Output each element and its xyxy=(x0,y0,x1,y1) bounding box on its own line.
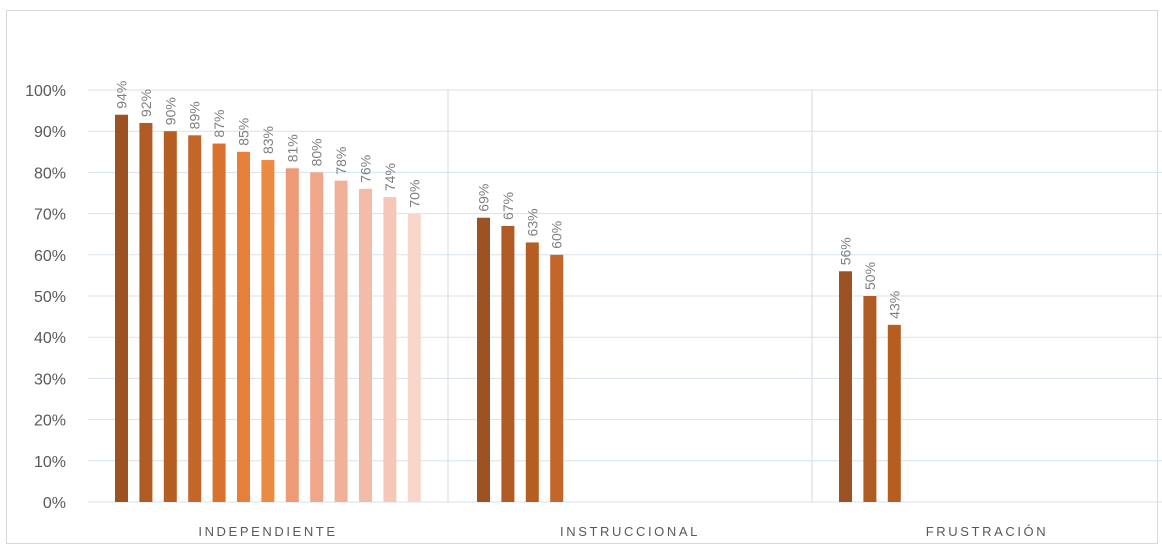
y-tick-label: 70% xyxy=(34,207,66,224)
bar xyxy=(359,188,372,502)
bar xyxy=(839,271,852,502)
y-tick-label: 0% xyxy=(43,495,66,512)
data-label: 92% xyxy=(138,89,154,117)
data-label: 83% xyxy=(260,126,276,154)
bar xyxy=(285,168,299,502)
y-tick-label: 50% xyxy=(34,289,66,306)
bar xyxy=(407,213,421,502)
data-label: 85% xyxy=(236,118,252,146)
bar xyxy=(237,151,250,503)
data-label: 69% xyxy=(476,184,492,212)
bar xyxy=(163,131,177,502)
data-label: 81% xyxy=(284,134,300,162)
data-label: 94% xyxy=(114,81,130,109)
y-tick-label: 30% xyxy=(34,371,66,388)
data-label: 89% xyxy=(187,101,203,129)
data-label: 56% xyxy=(838,237,854,265)
bar xyxy=(310,172,324,502)
bar xyxy=(383,197,397,502)
data-label: 50% xyxy=(862,262,878,290)
bar xyxy=(863,296,877,502)
data-label: 70% xyxy=(406,180,422,208)
data-label: 87% xyxy=(211,110,227,138)
data-label: 80% xyxy=(309,138,325,166)
bar xyxy=(477,217,490,502)
y-tick-label: 100% xyxy=(25,83,66,100)
bar xyxy=(115,114,128,502)
category-label: FRUSTRACIÓN xyxy=(926,524,1049,539)
bar xyxy=(212,143,226,502)
category-label: INDEPENDIENTE xyxy=(198,524,337,539)
data-label: 67% xyxy=(500,192,516,220)
data-label: 90% xyxy=(162,97,178,125)
category-label: INSTRUCCIONAL xyxy=(560,524,700,539)
data-label: 63% xyxy=(524,208,540,236)
y-tick-label: 40% xyxy=(34,330,66,347)
bar xyxy=(525,242,539,502)
bar xyxy=(550,254,564,502)
y-tick-label: 90% xyxy=(34,124,66,141)
bar xyxy=(188,135,202,502)
bar xyxy=(501,225,515,502)
bar xyxy=(334,180,348,502)
bar xyxy=(261,160,275,503)
y-tick-label: 60% xyxy=(34,248,66,265)
data-label: 78% xyxy=(333,147,349,175)
bar xyxy=(887,324,901,502)
bar xyxy=(139,122,153,503)
y-tick-label: 10% xyxy=(34,454,66,471)
y-tick-label: 80% xyxy=(34,165,66,182)
data-label: 74% xyxy=(382,163,398,191)
data-label: 43% xyxy=(886,291,902,319)
y-tick-label: 20% xyxy=(34,413,66,430)
data-label: 60% xyxy=(549,221,565,249)
data-label: 76% xyxy=(358,155,374,183)
